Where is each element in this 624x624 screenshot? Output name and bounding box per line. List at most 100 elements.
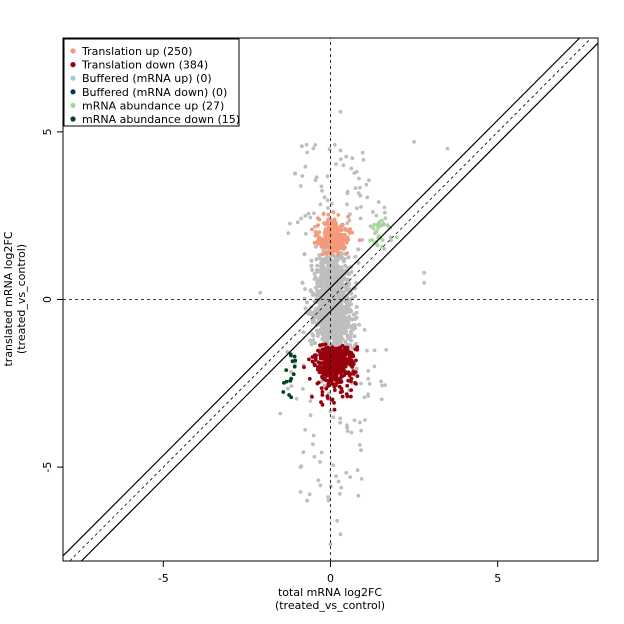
translation-up-point [314,233,319,238]
translation-up-point [313,230,318,234]
mrna-abundance-down-point [292,364,297,369]
background-point [412,140,416,144]
background-point [354,341,358,346]
background-point [315,314,320,319]
background-point [365,348,369,353]
translation-up-point [357,238,362,243]
translation-down-point [345,347,350,351]
background-point [362,395,367,400]
translation-down-point [336,346,341,351]
background-point [336,285,341,289]
translation-up-point [317,230,322,235]
background-point [318,460,322,464]
background-point [339,485,344,490]
translation-down-point [349,358,354,363]
legend-label: Buffered (mRNA up) (0) [82,72,212,85]
background-point [345,423,349,428]
background-point [349,309,353,313]
translation-down-point [330,346,334,350]
background-point [328,266,333,271]
background-point [350,346,355,350]
background-point [327,147,332,152]
translation-down-point [333,388,337,392]
background-point [358,443,362,447]
background-point [326,293,331,297]
mrna-abundance-up-point [371,226,376,231]
translation-down-point [324,386,329,391]
background-point [328,542,333,547]
background-point [320,309,324,313]
background-point [327,391,331,396]
background-point [335,343,340,348]
translation-up-point [340,235,345,240]
background-point [367,178,371,183]
background-point [301,330,306,334]
translation-down-point [345,370,349,375]
mrna-abundance-up-point [373,231,377,236]
background-point [379,397,384,402]
background-point [367,382,372,386]
translation-down-point [339,374,344,378]
background-point [359,428,363,433]
translation-up-point [340,222,344,227]
background-point [311,442,315,447]
background-point [331,415,335,420]
background-point [349,338,354,343]
background-point [445,146,450,151]
background-point [376,200,381,204]
background-point [319,268,323,272]
background-point [342,305,347,309]
background-point [348,475,353,479]
background-point [359,477,364,481]
mrna-abundance-down-point [292,354,297,359]
background-point [299,216,303,221]
translation-up-point [326,250,331,255]
background-point [332,261,336,265]
translation-up-point [327,242,332,247]
background-point [353,294,358,299]
background-point [349,166,354,171]
background-point [318,202,323,207]
background-point [331,274,336,279]
translation-down-point [340,389,344,394]
background-point [331,301,336,305]
background-point [314,307,319,311]
background-point [325,198,330,203]
background-point [359,205,363,209]
translation-down-point [334,372,339,377]
translation-down-point [340,394,345,399]
background-point [364,182,369,187]
background-point [294,396,299,401]
background-point [298,465,303,469]
translation-down-point [310,395,314,399]
translation-up-point [323,227,328,232]
translation-down-point [318,362,322,366]
mrna-abundance-down-point [290,359,295,364]
translation-down-point [354,358,358,363]
background-point [308,413,313,418]
background-point [357,322,361,327]
legend-label: mRNA abundance up (27) [82,99,224,112]
translation-down-point [318,365,323,369]
background-point [324,268,329,273]
background-point [318,329,322,334]
translation-up-point [320,252,325,257]
translation-down-point [307,357,311,362]
background-point [300,280,305,285]
mrna-abundance-up-point [389,238,393,243]
legend: Translation up (250)Translation down (38… [63,38,240,127]
background-point [328,409,333,414]
legend-label: Translation up (250) [81,45,192,58]
translation-down-point [322,360,326,365]
background-point [340,337,345,341]
background-point [313,143,318,147]
background-point [318,292,323,297]
translation-up-point [329,237,333,242]
legend-marker [70,48,76,54]
background-point [361,157,366,162]
translation-down-point [351,361,356,366]
threshold-line-lower [80,42,599,562]
mrna-abundance-up-point [380,244,385,249]
background-point [383,210,387,215]
background-point [313,244,318,249]
